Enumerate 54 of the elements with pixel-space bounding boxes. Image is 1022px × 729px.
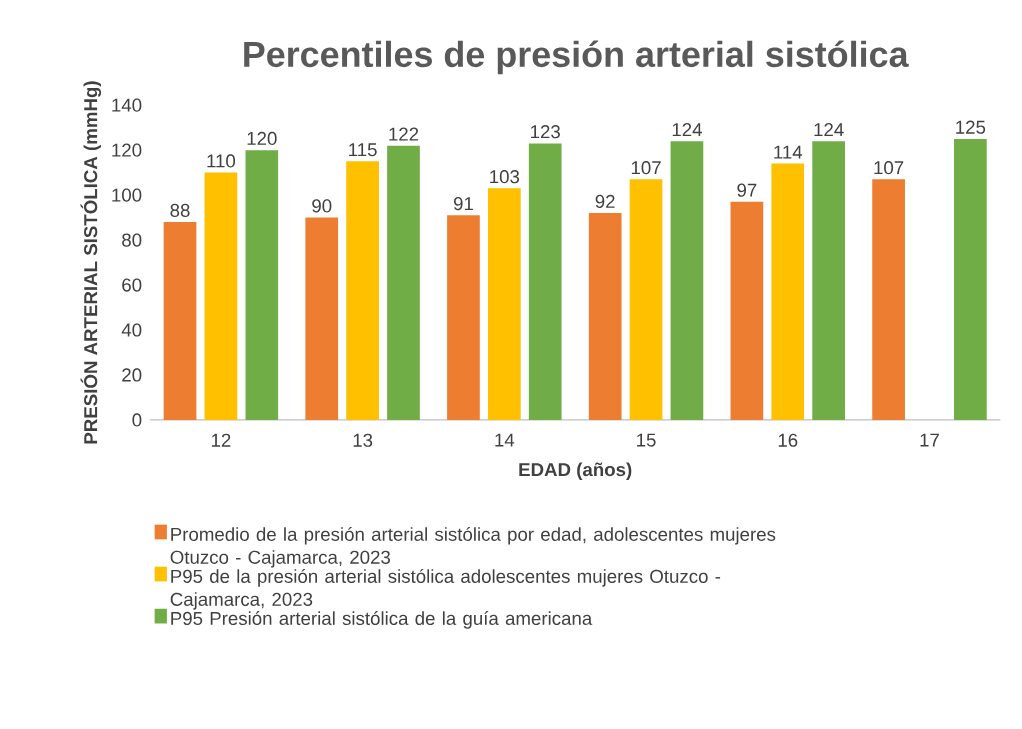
bar xyxy=(447,215,480,420)
data-label: 123 xyxy=(531,125,560,139)
x-tick-label: 15 xyxy=(637,433,656,447)
bar xyxy=(629,179,663,420)
data-label: 90 xyxy=(312,199,332,213)
bar xyxy=(812,141,845,420)
legend-label: P95 Presión arterial sistólica de la guía americana xyxy=(171,611,593,629)
data-label: 91 xyxy=(453,197,473,211)
y-tick-label: 80 xyxy=(122,233,142,247)
data-label: 122 xyxy=(389,127,419,141)
x-tick-label: 12 xyxy=(211,433,231,447)
y-tick-label: 20 xyxy=(122,368,142,382)
y-tick-label: 120 xyxy=(112,143,142,157)
bar xyxy=(872,179,905,420)
x-axis-title: EDAD (años) xyxy=(519,462,632,480)
data-label: 107 xyxy=(631,161,661,175)
bar xyxy=(346,161,379,420)
y-tick-label: 140 xyxy=(112,98,142,112)
data-label: 115 xyxy=(349,143,377,157)
bar xyxy=(163,222,197,420)
bar xyxy=(487,188,521,420)
data-label: 125 xyxy=(956,120,986,134)
y-tick-label: 0 xyxy=(132,413,142,427)
data-label: 114 xyxy=(774,145,803,159)
bar xyxy=(954,138,987,420)
bar xyxy=(528,143,562,420)
x-tick-label: 16 xyxy=(778,433,798,447)
y-tick-label: 60 xyxy=(122,278,142,292)
bar xyxy=(387,145,420,420)
data-label: 124 xyxy=(814,123,844,137)
y-axis-title: PRESIÓN ARTERIAL SISTÓLICA (mmHg) xyxy=(80,81,102,444)
data-label: 107 xyxy=(874,161,904,175)
data-label: 103 xyxy=(490,170,520,184)
bar xyxy=(588,213,622,420)
x-tick-label: 17 xyxy=(920,433,939,447)
chart-title: Percentiles de presión arterial sistólica xyxy=(244,40,909,75)
data-label: 97 xyxy=(737,183,757,197)
data-label: 88 xyxy=(170,203,190,217)
bar xyxy=(730,201,764,420)
data-label: 124 xyxy=(672,123,702,137)
bar xyxy=(204,172,238,420)
x-tick-label: 14 xyxy=(495,433,515,447)
bar xyxy=(305,217,339,420)
y-tick-label: 100 xyxy=(112,188,142,202)
data-label: 120 xyxy=(247,131,277,146)
legend-label: Promedio de la presión arterial sistólica por edad, adolescentes mujeres Otuzco - Cajamarca, 2023 xyxy=(170,527,776,568)
y-tick-label: 40 xyxy=(121,323,142,337)
legend-label: P95 de la presión arterial sistólica adolescentes mujeres Otuzco - Cajamarca, 2023 xyxy=(170,569,721,610)
bar xyxy=(245,150,279,420)
bar xyxy=(771,163,805,420)
x-tick-label: 13 xyxy=(353,433,373,447)
data-label: 92 xyxy=(595,194,615,208)
data-label: 110 xyxy=(207,154,236,168)
bar xyxy=(670,141,704,420)
